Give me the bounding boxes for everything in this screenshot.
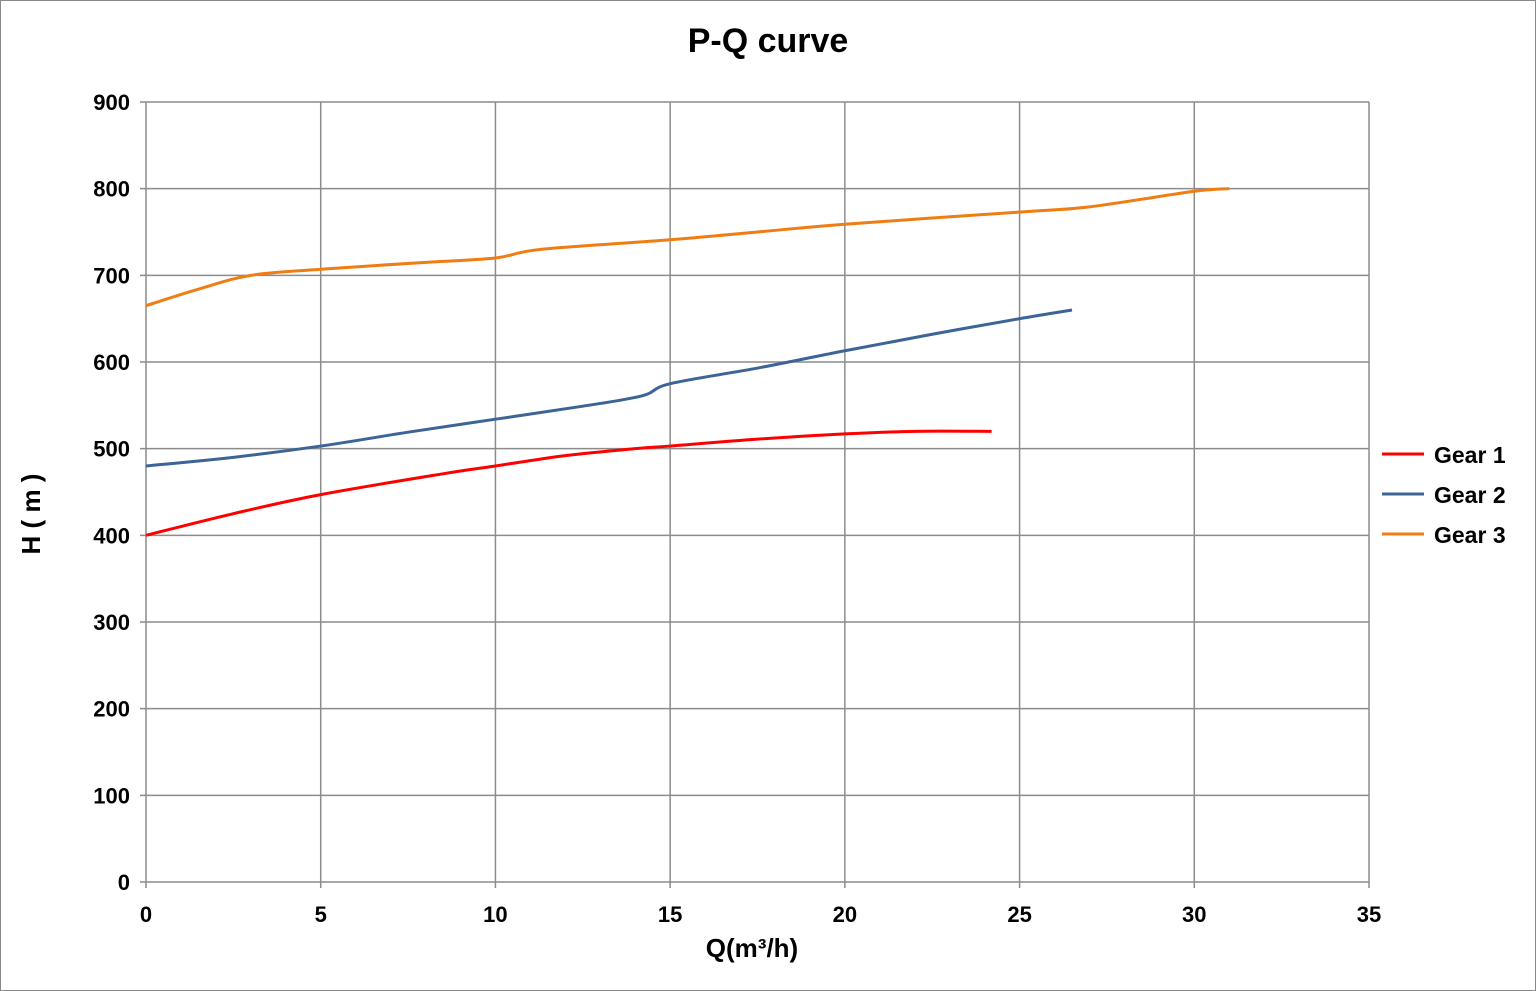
y-tick-label: 900 xyxy=(93,90,130,115)
series-line-gear-3 xyxy=(145,187,1230,308)
chart-title: P-Q curve xyxy=(688,22,849,60)
x-tick-label: 25 xyxy=(1007,902,1031,927)
gridlines xyxy=(140,101,1370,888)
series-line-gear-2 xyxy=(145,308,1073,468)
x-tick-label: 20 xyxy=(833,902,857,927)
y-tick-label: 0 xyxy=(118,870,130,895)
y-tick-label: 400 xyxy=(93,523,130,548)
x-tick-label: 10 xyxy=(483,902,507,927)
series-line-gear-1 xyxy=(145,429,992,537)
legend-label-gear-1: Gear 1 xyxy=(1434,442,1506,468)
tick-labels: 0 100 200 300 400 500 600 700 800 900 0 5 10 15 20 25 30… xyxy=(93,90,1381,927)
x-tick-label: 35 xyxy=(1357,902,1381,927)
series-lines xyxy=(145,187,1230,537)
legend: Gear 1 Gear 2 Gear 3 xyxy=(1382,442,1506,548)
x-tick-label: 30 xyxy=(1182,902,1206,927)
x-axis-label: Q(m³/h) xyxy=(706,933,798,963)
y-axis-label: H ( m ) xyxy=(16,474,46,555)
x-tick-label: 0 xyxy=(140,902,152,927)
y-tick-label: 300 xyxy=(93,610,130,635)
x-tick-label: 5 xyxy=(315,902,327,927)
legend-label-gear-2: Gear 2 xyxy=(1434,482,1506,508)
y-tick-label: 100 xyxy=(93,783,130,808)
y-tick-label: 500 xyxy=(93,437,130,462)
y-tick-label: 800 xyxy=(93,177,130,202)
y-tick-label: 200 xyxy=(93,697,130,722)
legend-label-gear-3: Gear 3 xyxy=(1434,522,1506,548)
y-tick-label: 600 xyxy=(93,350,130,375)
y-tick-label: 700 xyxy=(93,263,130,288)
x-tick-label: 15 xyxy=(658,902,682,927)
